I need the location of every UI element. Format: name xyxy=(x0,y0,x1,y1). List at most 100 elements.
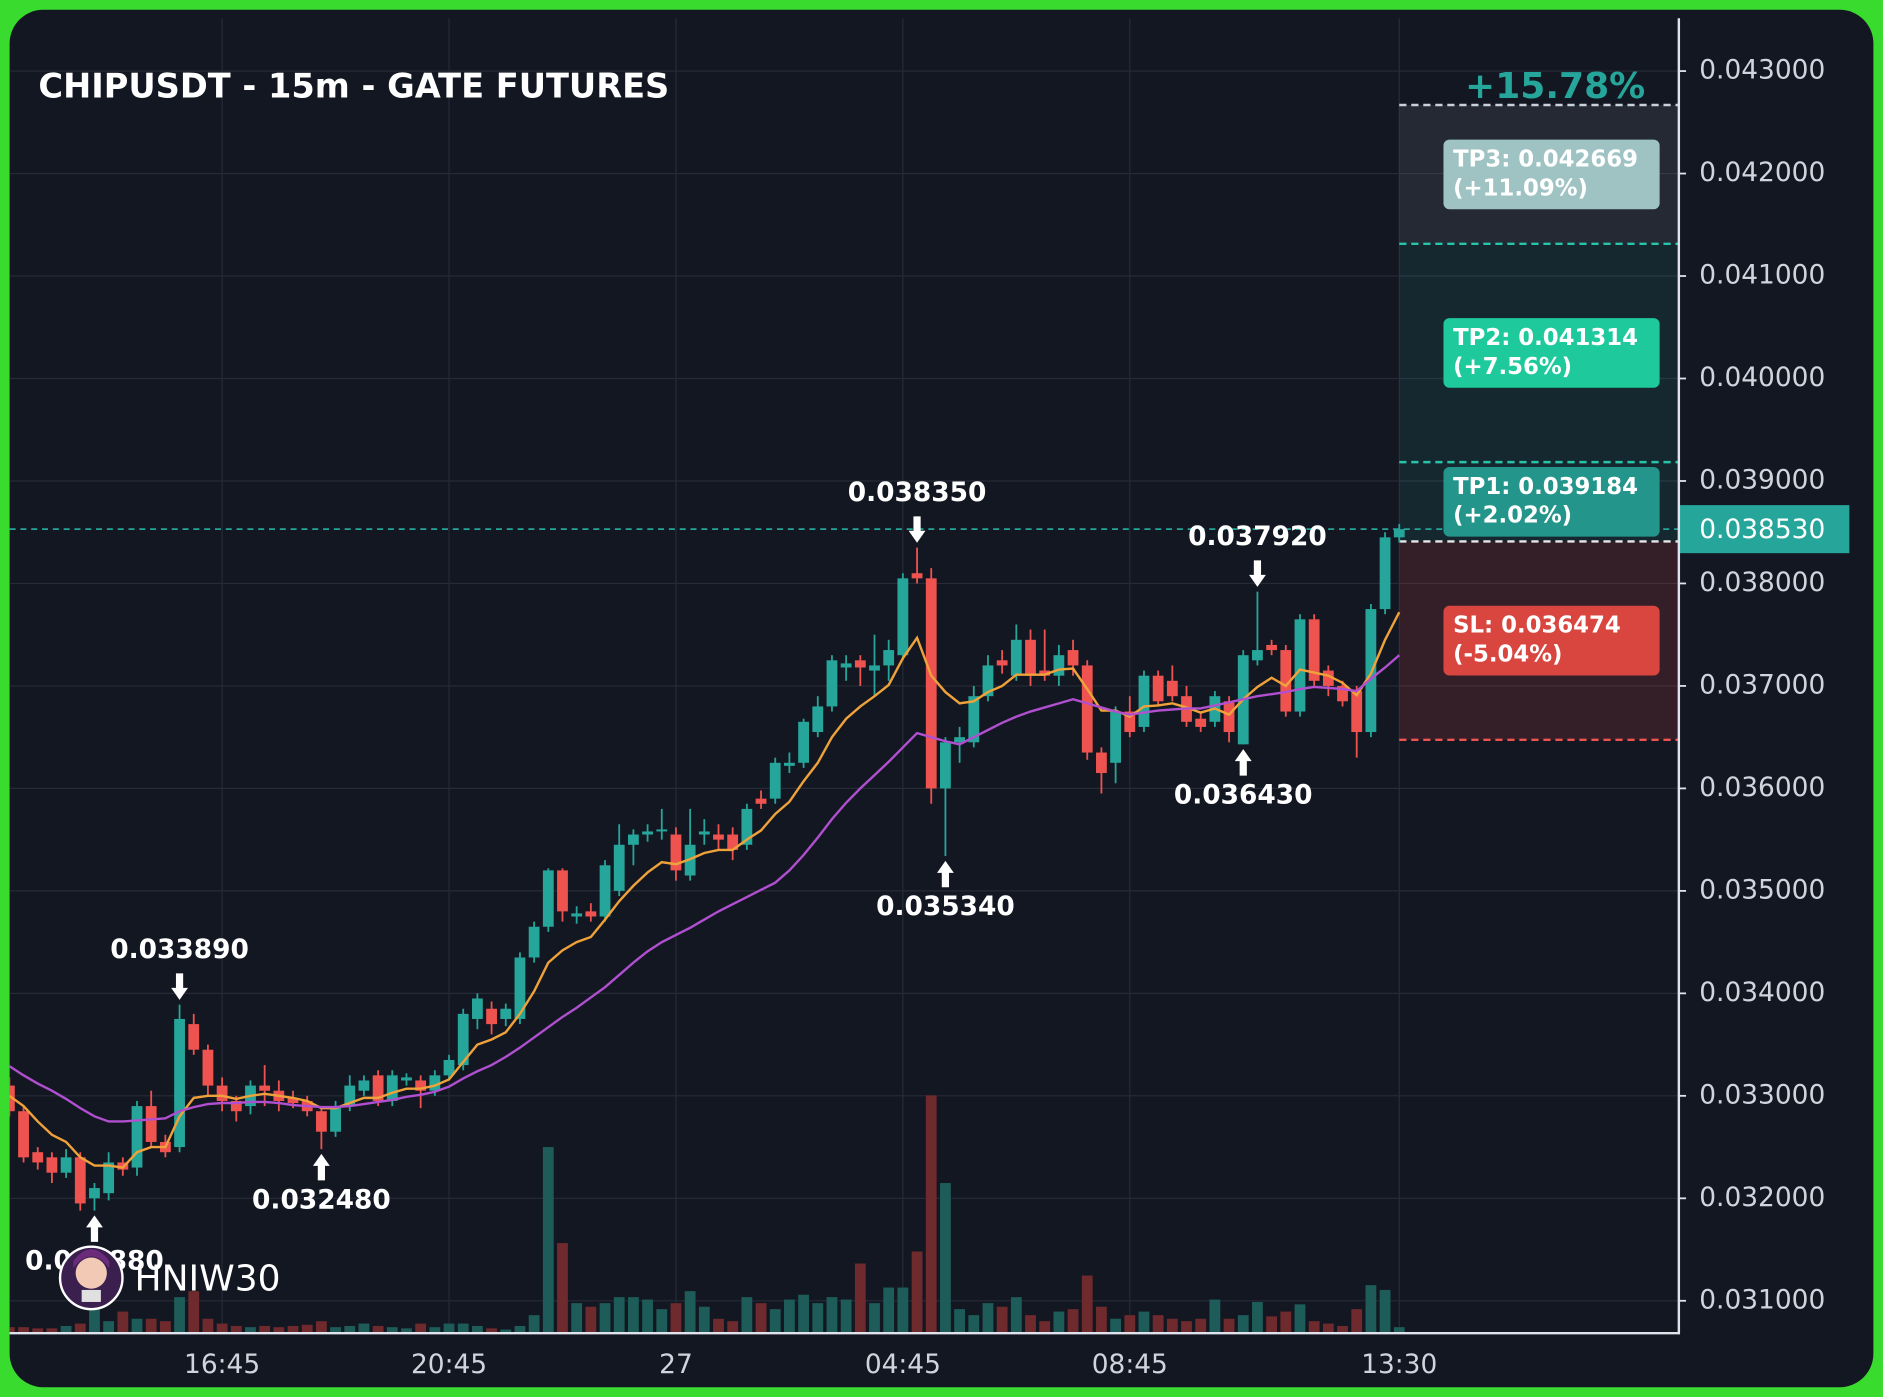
candle-body xyxy=(230,1100,242,1112)
volume-bar xyxy=(1379,1289,1391,1334)
y-tick-label: 0.033000 xyxy=(1699,1079,1825,1110)
volume-bar xyxy=(1124,1315,1136,1334)
volume-bar xyxy=(1351,1309,1363,1334)
candle-body xyxy=(528,926,540,958)
volume-bar xyxy=(486,1328,497,1334)
candle-body xyxy=(216,1085,228,1101)
price-tag xyxy=(1678,505,1850,554)
candle-body xyxy=(996,660,1008,666)
volume-bar xyxy=(315,1321,327,1334)
volume-bar xyxy=(727,1321,739,1334)
candle-body xyxy=(500,1008,512,1019)
x-tick-label: 16:45 xyxy=(184,1349,260,1380)
candle-body xyxy=(471,998,483,1019)
y-tick-label: 0.036000 xyxy=(1699,772,1825,803)
volume-bar xyxy=(656,1309,668,1334)
candle-body xyxy=(656,829,668,832)
price-annotation: 0.038350 xyxy=(848,477,987,508)
volume-bar xyxy=(18,1327,29,1334)
volume-bar xyxy=(897,1287,909,1334)
candle-body xyxy=(1252,650,1263,661)
candle-body xyxy=(1110,711,1122,763)
x-tick-label: 13:30 xyxy=(1361,1349,1437,1380)
y-tick-label: 0.043000 xyxy=(1699,55,1825,86)
volume-bar xyxy=(854,1263,866,1334)
level-change: (-5.04%) xyxy=(1453,642,1562,668)
volume-bar xyxy=(174,1297,185,1334)
volume-bar xyxy=(401,1328,412,1334)
volume-bar xyxy=(415,1323,427,1334)
candle-body xyxy=(769,762,781,799)
volume-bar xyxy=(443,1323,455,1334)
volume-bar xyxy=(613,1297,625,1334)
candle-body xyxy=(585,911,597,917)
volume-bar xyxy=(301,1324,313,1334)
volume xyxy=(9,1095,1405,1334)
candle-body xyxy=(401,1077,412,1081)
candle-body xyxy=(372,1075,384,1101)
candle-body xyxy=(854,660,866,668)
volume-bar xyxy=(32,1328,44,1334)
volume-bar xyxy=(245,1327,256,1334)
volume-bar xyxy=(982,1303,994,1334)
volume-bar xyxy=(386,1327,398,1334)
volume-bar xyxy=(1152,1315,1164,1334)
candle-body xyxy=(670,834,682,871)
watermark: HNIW30 xyxy=(135,1258,281,1299)
volume-bar xyxy=(1081,1275,1093,1334)
arrow xyxy=(86,1215,103,1242)
x-tick-label: 20:45 xyxy=(411,1349,487,1380)
y-tick-label: 0.040000 xyxy=(1699,362,1825,393)
candle-body xyxy=(940,742,951,789)
volume-bar xyxy=(642,1299,653,1334)
volume-bar xyxy=(713,1318,724,1334)
candle-body xyxy=(571,913,583,917)
candle-body xyxy=(798,721,809,763)
candle-body xyxy=(1152,675,1164,702)
volume-bar xyxy=(1195,1318,1207,1334)
x-tick-label: 08:45 xyxy=(1092,1349,1168,1380)
price-annotation: 0.033890 xyxy=(110,934,249,965)
candle-body xyxy=(784,762,795,766)
volume-bar xyxy=(585,1306,597,1334)
arrow xyxy=(1249,560,1266,587)
level-label: TP2: 0.041314 xyxy=(1453,325,1638,351)
volume-bar xyxy=(684,1291,696,1334)
volume-bar xyxy=(1067,1309,1079,1334)
volume-bar xyxy=(89,1303,100,1334)
volume-bar xyxy=(784,1299,795,1334)
y-tick-label: 0.032000 xyxy=(1699,1182,1825,1213)
arrow xyxy=(1234,749,1252,776)
level-change: (+11.09%) xyxy=(1453,175,1588,201)
candle-body xyxy=(613,844,625,891)
candle-body xyxy=(812,706,824,733)
volume-bar xyxy=(202,1318,214,1334)
candle-body xyxy=(1124,711,1136,733)
volume-bar xyxy=(74,1323,86,1334)
candle-body xyxy=(1166,680,1178,697)
ma-line xyxy=(9,611,1401,1169)
volume-bar xyxy=(9,1327,15,1334)
arrow xyxy=(312,1153,330,1181)
x-tick-label: 04:45 xyxy=(865,1349,941,1380)
candle-body xyxy=(202,1049,214,1086)
candle-body xyxy=(443,1059,455,1076)
candle-body xyxy=(1280,650,1292,712)
price-tag-label: 0.038530 xyxy=(1699,514,1825,545)
volume-bar xyxy=(330,1327,341,1334)
candle-body xyxy=(18,1111,29,1158)
candle-body xyxy=(826,660,838,707)
volume-bar xyxy=(1365,1285,1377,1334)
candle-body xyxy=(1025,639,1036,676)
price-annotation: 0.037920 xyxy=(1188,521,1327,552)
volume-bar xyxy=(1237,1315,1249,1334)
candles xyxy=(9,524,1405,1211)
level-change: (+2.02%) xyxy=(1453,503,1572,529)
arrow xyxy=(171,973,188,1000)
volume-bar xyxy=(1138,1311,1150,1334)
price-annotation: 0.036430 xyxy=(1174,779,1313,810)
volume-bar xyxy=(344,1325,356,1334)
volume-bar xyxy=(1010,1297,1022,1334)
candle-body xyxy=(713,834,724,840)
